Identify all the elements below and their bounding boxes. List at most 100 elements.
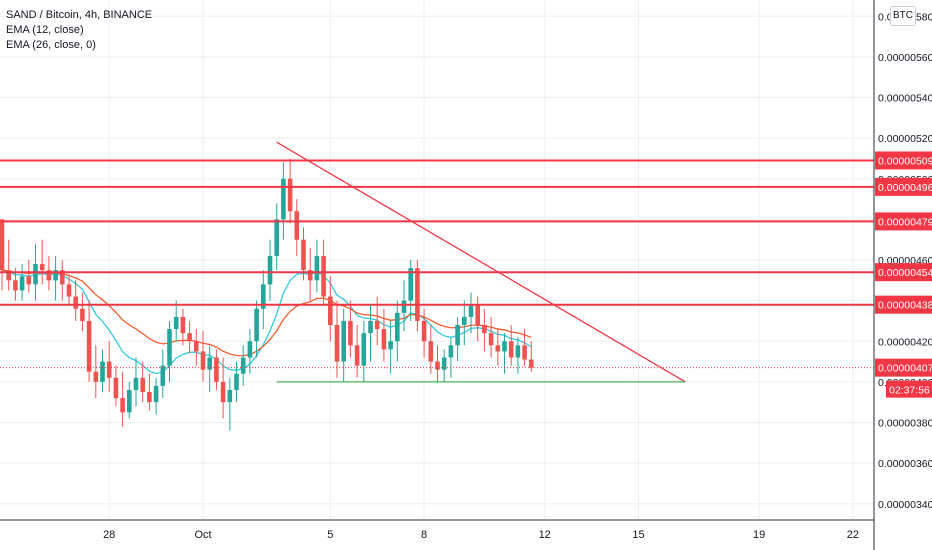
candle-body: [274, 219, 279, 256]
candle-body: [281, 178, 286, 220]
candle-body: [13, 280, 18, 291]
candle-body: [39, 264, 45, 271]
price-tick-label: 0.00000560: [878, 52, 932, 64]
candle-body: [247, 341, 253, 358]
candle-body: [508, 341, 514, 358]
time-tick-label: 12: [539, 529, 551, 541]
candle-body: [214, 357, 219, 382]
candle-body: [167, 329, 172, 366]
candle-body: [254, 308, 259, 342]
time-tick-label: 28: [103, 529, 115, 541]
candle-body: [19, 276, 25, 291]
level-price-label-bg: [875, 295, 932, 314]
candle-body: [468, 304, 474, 317]
candle-body: [207, 357, 212, 370]
ema-26-line: [1, 269, 532, 357]
candle-body: [368, 320, 373, 334]
trendlines: [276, 141, 686, 383]
level-price-label-bg: [875, 151, 932, 170]
candle-body: [26, 276, 32, 285]
candle-body: [314, 255, 320, 281]
level-price-label-bg: [875, 177, 932, 196]
last-price-label: 0.00000407: [878, 363, 932, 375]
candle-body: [307, 270, 313, 281]
candle-body: [529, 359, 534, 368]
candle-body: [6, 270, 11, 281]
candle-body: [421, 320, 427, 342]
candle-body: [354, 345, 360, 366]
candle-body: [200, 351, 206, 370]
candle-body: [0, 219, 5, 271]
price-tick-label: 0.00000380: [878, 418, 932, 430]
level-price-label-bg: [875, 263, 932, 282]
candle-body: [147, 392, 152, 403]
candle-body: [401, 300, 407, 313]
candle-body: [120, 398, 125, 413]
candle-body: [341, 320, 346, 362]
candle-body: [415, 268, 420, 321]
ema-12-line: [1, 269, 532, 375]
price-tick-label: 0.00000520: [878, 133, 932, 145]
ema-26-legend: EMA (26, close, 0): [6, 39, 96, 51]
candle-body: [441, 357, 447, 370]
horizontal-levels: [0, 159, 874, 369]
candle-body: [381, 329, 387, 350]
time-axis: 28 Oct 5 8 12 15 19 22: [0, 519, 874, 541]
level-price-label: 0.00000509: [878, 155, 932, 167]
candle-body: [361, 333, 367, 366]
candle-body: [428, 341, 434, 362]
symbol-title: SAND / Bitcoin, 4h, BINANCE: [6, 9, 153, 21]
time-tick-label: 15: [632, 529, 644, 541]
candle-body: [106, 361, 112, 378]
price-labels: 0.00000509 0.00000496 0.00000479 0.00000454…: [875, 151, 932, 398]
ema-12-legend: EMA (12, close): [6, 24, 84, 36]
candle-body: [100, 361, 105, 382]
level-price-label: 0.00000454: [878, 267, 932, 279]
candle-body: [334, 325, 340, 362]
candle-body: [80, 308, 85, 321]
candle-body: [60, 270, 65, 285]
candle-body: [348, 320, 353, 346]
candle-body: [287, 178, 293, 212]
candle-body: [462, 316, 467, 325]
candle-body: [488, 333, 494, 346]
candle-body: [495, 345, 501, 352]
countdown-bg: [886, 380, 932, 398]
ema-lines: [1, 269, 532, 375]
candle-body: [395, 312, 400, 342]
candle-body: [86, 320, 92, 372]
candle-body: [160, 365, 166, 386]
candle-body: [234, 373, 239, 390]
candle-body: [194, 341, 199, 352]
candle-body: [240, 357, 246, 374]
candle-body: [153, 385, 159, 403]
candle-body: [46, 270, 52, 281]
last-price-label-bg: [875, 358, 932, 377]
candle-series: [0, 158, 534, 431]
candle-body: [73, 296, 78, 309]
candle-body: [328, 296, 333, 325]
level-price-label: 0.00000438: [878, 300, 932, 312]
currency-button[interactable]: BTC: [890, 6, 916, 26]
time-tick-label: 5: [327, 529, 333, 541]
candle-body: [113, 377, 119, 399]
level-price-label-bg: [875, 212, 932, 231]
candle-body: [33, 264, 38, 285]
candle-body: [267, 255, 273, 285]
candle-body: [227, 390, 233, 403]
chart-legend: SAND / Bitcoin, 4h, BINANCE EMA (12, clo…: [6, 8, 152, 53]
time-tick-label: 22: [847, 529, 859, 541]
candle-body: [482, 325, 487, 334]
candle-body: [294, 211, 300, 240]
candle-body: [261, 284, 266, 309]
candle-body: [173, 316, 179, 330]
candle-body: [455, 325, 460, 346]
level-price-label: 0.00000496: [878, 182, 932, 194]
candle-body: [388, 341, 393, 350]
candle-body: [448, 345, 454, 358]
price-tick-label: 0.00000360: [878, 458, 932, 470]
price-tick-label: 0.00000540: [878, 93, 932, 105]
candle-body: [502, 341, 507, 352]
candle-body: [522, 345, 527, 360]
